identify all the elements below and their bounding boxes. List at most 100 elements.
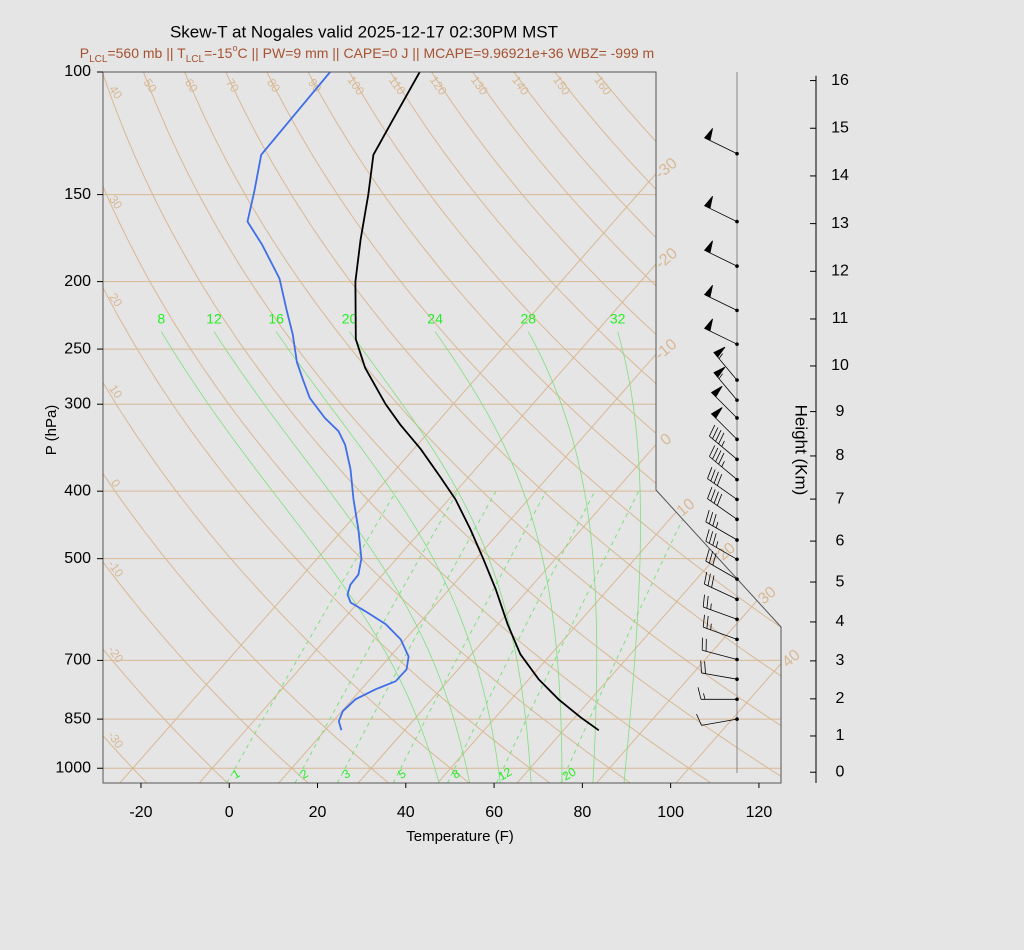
x-tick-label: 80 <box>573 804 591 821</box>
wind-level-dot <box>735 538 739 542</box>
wind-barb <box>707 467 738 500</box>
moist-adiabat <box>275 331 501 783</box>
wind-barb <box>700 660 738 680</box>
mixing-ratio <box>447 490 596 783</box>
moist-adiabat-label: 24 <box>427 310 443 326</box>
wind-barb <box>710 385 738 419</box>
x-tick-label: 100 <box>657 804 684 821</box>
wind-barb <box>703 196 738 222</box>
plot-frame <box>102 71 782 784</box>
x-axis-label: Temperature (F) <box>406 828 514 845</box>
wind-level-dot <box>735 416 739 420</box>
wind-barb <box>697 687 737 700</box>
dry-adiabat <box>266 72 781 783</box>
y-tick-label: 400 <box>64 482 91 499</box>
y2-tick-label: 10 <box>831 357 849 374</box>
y-tick-label: 850 <box>64 710 91 727</box>
x-tick-label: 0 <box>225 804 234 821</box>
x-tick-label: 20 <box>309 804 327 821</box>
y-tick-label: 1000 <box>55 759 91 776</box>
y-tick-label: 250 <box>64 340 91 357</box>
wind-level-dot <box>735 497 739 502</box>
dry-adiabat <box>472 72 781 783</box>
wind-level-dot <box>735 717 739 721</box>
wind-level-dot <box>735 342 739 346</box>
wind-level-dot <box>735 151 739 156</box>
wind-barbs <box>696 128 739 726</box>
y2-tick-label: 8 <box>836 447 845 464</box>
wind-level-dot <box>735 517 739 522</box>
wind-barb <box>703 284 738 311</box>
wind-barb <box>703 128 738 154</box>
y-tick-label: 500 <box>64 550 91 567</box>
dry-adiabat <box>103 72 309 783</box>
subtitle-part: C || PW=9 mm || CAPE=0 J || MCAPE=9.9692… <box>238 45 655 61</box>
y2-tick-label: 1 <box>836 727 845 744</box>
wind-barb <box>705 529 738 560</box>
mixing-ratio <box>496 490 640 783</box>
wind-level-dot <box>735 308 739 313</box>
moist-adiabat-label: 12 <box>206 310 222 326</box>
wind-level-dot <box>735 437 739 442</box>
dry-adiabat <box>103 72 551 783</box>
traces <box>246 72 600 732</box>
x-tick-label: 120 <box>746 804 773 821</box>
wind-barb <box>704 571 738 600</box>
subtitle-part: LCL <box>186 54 205 65</box>
y2-tick-label: 7 <box>836 490 845 507</box>
dry-adiabat <box>554 72 781 783</box>
x-tick-label: 60 <box>485 804 503 821</box>
moist-adiabat <box>160 331 440 783</box>
wind-barb <box>702 614 738 640</box>
dewpoint-line <box>246 72 410 731</box>
chart-title: Skew-T at Nogales valid 2025-12-17 02:30… <box>170 22 558 41</box>
moist-adiabat <box>617 331 641 783</box>
moist-adiabat-label: 32 <box>610 310 626 326</box>
dry-adiabat <box>103 72 389 783</box>
x-tick-label: 40 <box>397 804 415 821</box>
wind-level-dot <box>735 577 739 581</box>
subtitle-part: o <box>232 43 237 53</box>
y2-tick-label: 2 <box>836 690 845 707</box>
wind-level-dot <box>735 219 739 224</box>
dry-adiabat <box>103 72 712 783</box>
moist-adiabat-label: 28 <box>520 310 536 326</box>
dry-adiabat <box>103 72 228 783</box>
y2-tick-label: 0 <box>836 763 845 780</box>
dry-adiabat <box>225 72 781 783</box>
wind-level-dot <box>735 677 739 682</box>
wind-level-dot <box>735 457 739 462</box>
y-tick-label: 100 <box>64 63 91 80</box>
y2-tick-label: 15 <box>831 119 849 136</box>
isotherm <box>119 72 746 783</box>
wind-barb <box>713 366 738 401</box>
mixing-ratio-label: 20 <box>560 764 579 783</box>
y2-tick-label: 4 <box>836 613 845 630</box>
mixing-ratio <box>226 490 397 783</box>
y-tick-label: 150 <box>64 186 91 203</box>
wind-level-dot <box>735 264 739 268</box>
wind-level-dot <box>735 637 739 642</box>
wind-barb <box>702 594 738 620</box>
wind-level-dot <box>735 398 739 402</box>
wind-barb <box>709 445 738 480</box>
wind-barb <box>703 240 738 267</box>
y2-tick-label: 12 <box>831 263 849 280</box>
subtitle-part: LCL <box>89 54 108 65</box>
wind-barb <box>696 713 738 726</box>
wind-barb <box>701 637 738 660</box>
x-tick-label: -20 <box>129 804 152 821</box>
dry-adiabat <box>307 72 781 783</box>
wind-barb <box>710 407 738 440</box>
y2-tick-label: 13 <box>831 215 849 232</box>
y-tick-label: 200 <box>64 273 91 290</box>
wind-barb <box>707 486 738 520</box>
subtitle-part: =560 mb || T <box>107 45 186 61</box>
wind-barb <box>705 509 738 541</box>
moist-adiabat-label: 16 <box>268 310 284 326</box>
dry-adiabat <box>348 72 781 783</box>
y2-axis-label: Height (Km) <box>792 405 811 496</box>
isotherm <box>516 72 781 783</box>
wind-level-dot <box>735 477 739 482</box>
